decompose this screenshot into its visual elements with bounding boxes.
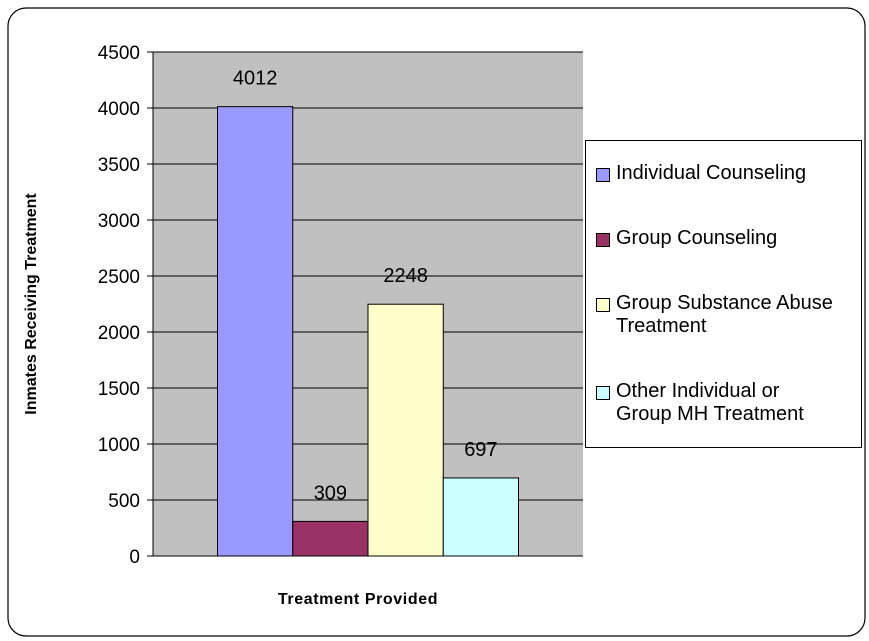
legend-entry: Individual Counseling: [586, 162, 861, 185]
bar: [367, 303, 444, 557]
x-axis-title: Treatment Provided: [278, 591, 438, 608]
legend-swatch: [596, 386, 610, 400]
legend-entry: Other Individual or Group MH Treatment: [586, 380, 861, 426]
legend-swatch: [596, 233, 610, 247]
y-tick-label: 3000: [98, 211, 140, 232]
legend-entry: Group Substance Abuse Treatment: [586, 292, 861, 338]
y-tick-label: 0: [129, 547, 140, 568]
legend: Individual Counseling Group Counseling Gro…: [585, 140, 862, 448]
y-tick-label: 1000: [98, 435, 140, 456]
legend-entry: Group Counseling: [586, 227, 861, 250]
bar: [442, 477, 519, 557]
bar: [217, 106, 294, 557]
legend-swatch: [596, 298, 610, 312]
y-tick-label: 1500: [98, 379, 140, 400]
y-axis-title: Inmates Receiving Treatment: [23, 193, 40, 415]
y-tick-label: 500: [108, 491, 140, 512]
legend-label: Individual Counseling: [616, 162, 807, 184]
legend-swatch: [596, 168, 610, 182]
legend-label: Group Substance Abuse Treatment: [616, 292, 833, 337]
data-label: 4012: [233, 68, 278, 90]
legend-label: Other Individual or Group MH Treatment: [616, 380, 804, 425]
y-tick-label: 3500: [98, 155, 140, 176]
data-label: 2248: [383, 265, 428, 287]
y-tick-label: 2500: [98, 267, 140, 288]
y-tick-label: 2000: [98, 323, 140, 344]
bar: [292, 520, 369, 557]
y-tick-label: 4500: [98, 43, 140, 64]
legend-label: Group Counseling: [616, 227, 778, 249]
data-label: 309: [314, 482, 347, 504]
data-label: 697: [464, 439, 497, 461]
y-tick-label: 4000: [98, 99, 140, 120]
